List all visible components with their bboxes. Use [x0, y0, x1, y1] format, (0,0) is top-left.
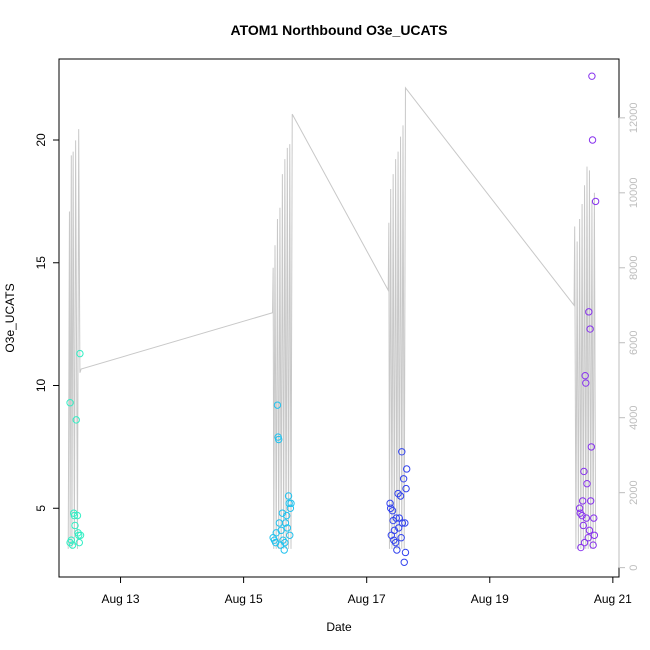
data-point-group-4	[585, 526, 594, 535]
data-point-group-4	[591, 197, 600, 206]
y-axis-left: 5 10 15 20	[34, 133, 60, 512]
data-point-group-4	[578, 511, 586, 520]
data-point-group-4	[583, 480, 591, 488]
data-point-group-4	[590, 531, 599, 539]
altitude-line	[67, 86, 597, 549]
data-point-group-4	[588, 72, 596, 80]
data-point-group-3	[396, 492, 405, 500]
data-point-group-4	[575, 504, 584, 512]
data-point-group-4	[578, 497, 587, 505]
altitude-layer	[67, 86, 597, 549]
data-point-group-1	[76, 531, 85, 539]
data-point-group-4	[577, 543, 585, 552]
data-point-group-4	[589, 541, 597, 549]
y-tick-label: 15	[34, 256, 48, 270]
x-tick-label: Aug 17	[348, 592, 386, 606]
y-tick-label: 10	[34, 379, 48, 393]
data-point-group-1	[76, 349, 84, 358]
data-point-group-2	[283, 524, 292, 532]
data-point-group-4	[576, 509, 584, 517]
y-right-tick-label: 6000	[628, 330, 640, 354]
y-axis-right: 0 2000 4000 6000 8000 10000 12000	[618, 103, 640, 571]
data-point-group-4	[581, 371, 589, 380]
data-point-group-1	[70, 511, 79, 520]
data-point-group-2	[284, 492, 293, 500]
y-axis-label: O3e_UCATS	[3, 283, 17, 352]
data-point-group-2	[279, 536, 287, 544]
data-point-group-3	[391, 538, 400, 547]
data-point-group-3	[394, 524, 403, 532]
data-point-group-1	[72, 416, 80, 424]
y-right-tick-label: 4000	[628, 405, 640, 429]
y-right-tick-label: 0	[628, 565, 640, 571]
data-point-group-4	[585, 308, 593, 316]
data-point-group-3	[390, 536, 398, 544]
data-point-group-2	[274, 435, 283, 444]
data-point-group-3	[400, 558, 408, 566]
data-point-group-4	[586, 497, 595, 505]
plot-frame	[58, 58, 620, 578]
data-point-group-3	[397, 534, 405, 542]
data-point-group-1	[67, 536, 76, 544]
data-point-group-1	[68, 541, 77, 549]
data-point-group-3	[398, 448, 406, 456]
data-point-group-3	[402, 484, 410, 493]
y-right-tick-label: 8000	[628, 256, 640, 280]
data-point-group-3	[392, 514, 400, 522]
data-point-group-2	[280, 546, 288, 554]
data-point-group-4	[580, 538, 589, 547]
data-point-group-2	[281, 538, 289, 547]
data-point-group-1	[73, 511, 82, 520]
data-point-group-2	[286, 531, 294, 539]
data-point-group-1	[75, 538, 84, 547]
data-point-group-4	[580, 467, 588, 476]
data-point-group-2	[273, 401, 282, 409]
data-point-group-4	[579, 521, 588, 530]
x-axis-label: Date	[326, 620, 352, 634]
data-point-group-3	[399, 475, 408, 483]
data-point-group-3	[394, 489, 402, 498]
data-point-group-4	[582, 379, 590, 387]
x-tick-label: Aug 21	[594, 592, 632, 606]
data-point-group-2	[278, 509, 287, 517]
data-point-group-3	[398, 519, 407, 527]
data-point-group-4	[587, 443, 596, 451]
data-point-group-1	[71, 521, 79, 530]
x-tick-label: Aug 13	[102, 592, 140, 606]
data-point-group-2	[286, 504, 295, 512]
y-right-tick-label: 2000	[628, 480, 640, 504]
x-axis: Aug 13 Aug 15 Aug 17 Aug 19 Aug 21	[102, 576, 632, 606]
data-point-group-3	[388, 507, 397, 515]
y-tick-label: 20	[34, 133, 48, 147]
x-tick-label: Aug 15	[225, 592, 263, 606]
x-tick-label: Aug 19	[471, 592, 509, 606]
y-right-tick-label: 12000	[628, 103, 640, 134]
data-point-group-2	[287, 499, 295, 508]
data-point-group-3	[393, 546, 401, 554]
data-point-group-4	[590, 514, 598, 522]
y-right-tick-label: 10000	[628, 178, 640, 209]
data-point-group-3	[402, 465, 411, 473]
data-point-group-3	[386, 504, 395, 512]
data-point-group-4	[588, 136, 597, 144]
data-point-group-3	[390, 526, 399, 535]
data-point-group-4	[584, 534, 592, 542]
points-layer	[66, 72, 600, 566]
data-point-group-2	[277, 526, 285, 535]
y-tick-label: 5	[34, 505, 48, 512]
data-point-group-3	[401, 519, 409, 527]
data-point-group-4	[586, 325, 594, 333]
data-point-group-3	[401, 548, 410, 557]
data-point-group-1	[66, 399, 74, 407]
chart-title: ATOM1 Northbound O3e_UCATS	[231, 22, 448, 38]
data-point-group-2	[281, 519, 290, 527]
data-point-group-3	[386, 499, 394, 508]
data-point-group-4	[582, 514, 591, 522]
data-point-group-2	[282, 511, 291, 520]
